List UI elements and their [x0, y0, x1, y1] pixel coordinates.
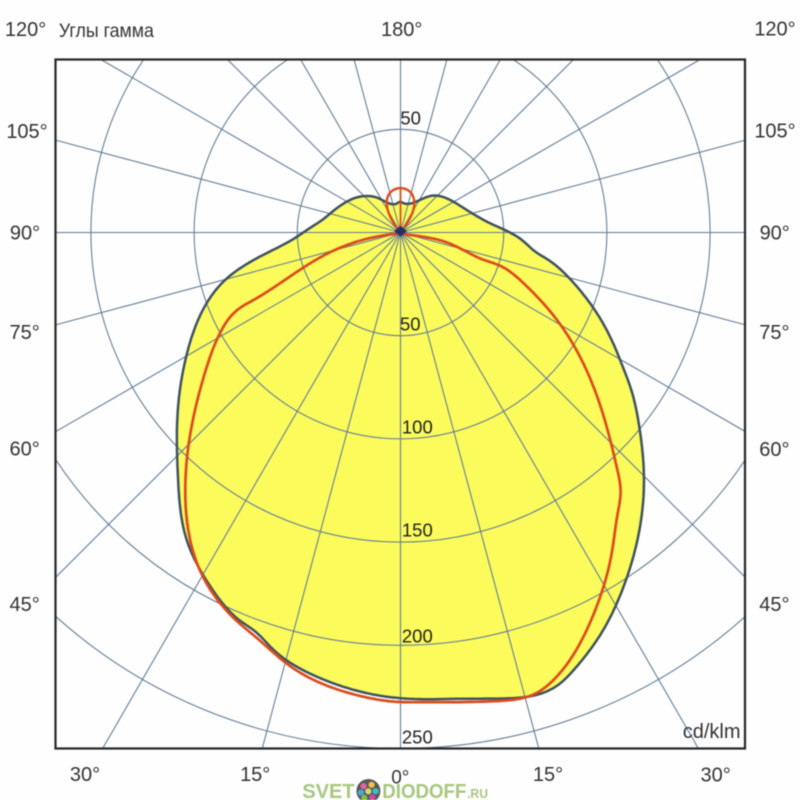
- svg-text:60°: 60°: [9, 439, 39, 461]
- svg-text:75°: 75°: [759, 322, 789, 344]
- svg-text:45°: 45°: [759, 594, 789, 616]
- svg-text:60°: 60°: [759, 439, 789, 461]
- svg-text:Углы гамма: Углы гамма: [59, 20, 154, 42]
- svg-text:250: 250: [402, 727, 433, 748]
- svg-text:30°: 30°: [700, 765, 730, 787]
- svg-text:105°: 105°: [6, 121, 47, 143]
- svg-text:150: 150: [402, 520, 433, 541]
- svg-text:DIODOFF: DIODOFF: [382, 781, 466, 800]
- svg-text:180°: 180°: [381, 19, 422, 41]
- svg-text:30°: 30°: [70, 764, 100, 786]
- svg-text:0°: 0°: [391, 768, 409, 789]
- svg-text:120°: 120°: [754, 19, 795, 41]
- svg-text:100: 100: [402, 417, 433, 438]
- svg-text:SVET: SVET: [302, 781, 354, 800]
- svg-text:45°: 45°: [9, 594, 39, 616]
- svg-text:90°: 90°: [760, 223, 790, 245]
- svg-text:.RU: .RU: [467, 787, 488, 800]
- svg-text:cd/klm: cd/klm: [683, 721, 741, 743]
- svg-text:90°: 90°: [10, 223, 40, 245]
- svg-text:15°: 15°: [240, 764, 270, 786]
- svg-text:75°: 75°: [9, 322, 39, 344]
- svg-text:105°: 105°: [754, 121, 795, 143]
- svg-text:200: 200: [402, 626, 433, 647]
- svg-text:50: 50: [400, 314, 421, 335]
- svg-text:120°: 120°: [5, 19, 46, 41]
- svg-text:15°: 15°: [533, 764, 563, 786]
- svg-text:50: 50: [400, 108, 421, 129]
